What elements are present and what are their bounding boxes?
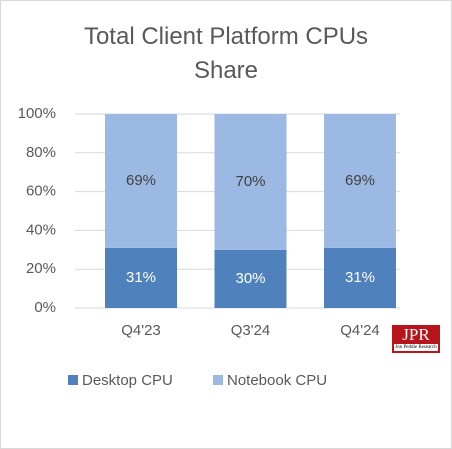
y-tick-label: 60%	[26, 183, 56, 200]
bar-segment	[214, 114, 287, 250]
bar-segment	[105, 247, 177, 308]
value-label: 70%	[235, 173, 265, 190]
value-label: 31%	[126, 269, 156, 286]
value-label: 30%	[235, 270, 265, 287]
y-tick-label: 40%	[26, 221, 56, 238]
logo: JPR Jon Peddie Research	[392, 325, 440, 353]
chart-title: Total Client Platform CPUs Share	[83, 23, 369, 84]
y-tick-label: 80%	[26, 144, 56, 161]
value-label: 69%	[345, 172, 375, 189]
logo-text: JPR	[402, 325, 430, 344]
bar-segment	[105, 114, 177, 248]
y-tick-label: 0%	[34, 299, 56, 316]
x-tick-label: Q4'24	[340, 322, 380, 339]
legend-label: Desktop CPU	[82, 372, 173, 389]
x-tick-label: Q4'23	[121, 322, 161, 339]
logo-subtext: Jon Peddie Research	[394, 344, 438, 351]
y-tick-label: 20%	[26, 260, 56, 277]
bar-segment	[324, 247, 396, 308]
x-tick-label: Q3'24	[231, 322, 271, 339]
legend-swatch	[68, 375, 78, 385]
legend-label: Notebook CPU	[227, 372, 327, 389]
value-label: 31%	[345, 269, 375, 286]
bar-segment	[324, 114, 396, 248]
y-tick-label: 100%	[18, 105, 56, 122]
legend-swatch	[213, 375, 223, 385]
bar-segment	[214, 249, 287, 308]
value-label: 69%	[126, 172, 156, 189]
